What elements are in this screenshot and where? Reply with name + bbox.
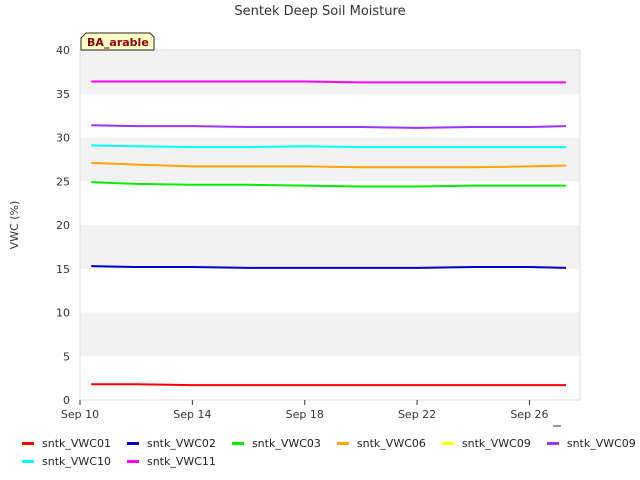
x-tick-label: Sep 26	[510, 408, 548, 421]
grid-band	[80, 356, 580, 400]
legend-swatch	[126, 441, 139, 445]
annotation-box: BA_arable	[80, 32, 155, 51]
legend-item: sntk_VWC11	[126, 454, 216, 468]
y-tick-label: 0	[63, 394, 70, 407]
legend-item: sntk_VWC09	[441, 436, 531, 450]
y-axis: 0 5 10 15 20 25 30 35 40	[56, 44, 70, 407]
legend-label: sntk_VWC03	[251, 436, 321, 450]
x-tick-label: Sep 14	[173, 408, 211, 421]
y-tick-label: 30	[56, 132, 70, 145]
x-tick-label: Sep 10	[61, 408, 99, 421]
grid-band	[80, 312, 580, 357]
legend-item: sntk_VWC09	[546, 436, 636, 450]
legend-item: sntk_VWC06	[336, 436, 426, 450]
legend-label: sntk_VWC09	[566, 436, 636, 450]
series-line-sntk_vwc11	[91, 80, 566, 84]
legend-swatch	[231, 441, 244, 445]
legend-label: sntk_VWC11	[146, 454, 216, 468]
legend-swatch	[441, 441, 454, 445]
x-tick-label: Sep 22	[398, 408, 436, 421]
legend-item: sntk_VWC03	[231, 436, 321, 450]
legend-row: sntk_VWC10 sntk_VWC11	[22, 452, 632, 470]
legend-swatch	[126, 459, 139, 463]
grid-band	[80, 137, 580, 182]
series-line-sntk_vwc10	[91, 144, 566, 149]
y-tick-label: 40	[56, 44, 70, 57]
plot-area-border	[79, 49, 581, 401]
legend-item: sntk_VWC02	[126, 436, 216, 450]
legend-label: sntk_VWC01	[42, 436, 111, 450]
series-group	[91, 80, 567, 387]
series-line-sntk_vwc02	[91, 265, 567, 269]
chart-title: Sentek Deep Soil Moisture	[234, 4, 405, 19]
grid-band	[80, 268, 580, 313]
grid-band	[80, 93, 580, 138]
y-tick-label: 10	[56, 307, 70, 320]
legend-label: sntk_VWC10	[42, 454, 111, 468]
y-tick-label: 5	[63, 350, 70, 363]
x-axis: Sep 10 Sep 14 Sep 18 Sep 22 Sep 26	[61, 400, 549, 421]
y-axis-label: VWC (%)	[8, 201, 21, 250]
annotation-label: BA_arable	[87, 36, 149, 49]
grid-band	[80, 181, 580, 225]
grid-band	[80, 225, 580, 269]
y-tick-label: 25	[56, 175, 70, 188]
legend-swatch	[546, 441, 559, 445]
series-line-sntk_vwc06	[91, 161, 567, 169]
legend-item: sntk_VWC10	[22, 455, 111, 468]
legend-row: sntk_VWC01 sntk_VWC02 sntk_VWC03 sntk_VWC06…	[22, 434, 636, 452]
legend-swatch	[336, 441, 349, 445]
series-line-sntk_vwc03	[91, 181, 566, 188]
series-line-sntk_vwc01	[91, 383, 566, 387]
series-line-sntk_vwc09	[91, 124, 567, 129]
legend: sntk_VWC01 sntk_VWC02 sntk_VWC03 sntk_VWC06…	[22, 434, 636, 470]
legend-swatch	[22, 459, 34, 463]
legend-label: sntk_VWC06	[356, 436, 426, 450]
legend-item: sntk_VWC01	[22, 437, 111, 450]
legend-label: sntk_VWC09	[461, 436, 531, 450]
legend-swatch	[22, 441, 34, 445]
y-tick-label: 35	[56, 88, 70, 101]
grid-bands	[80, 50, 580, 400]
y-tick-label: 15	[56, 263, 70, 276]
legend-label: sntk_VWC02	[146, 436, 216, 450]
y-tick-label: 20	[56, 219, 70, 232]
grid-band	[80, 50, 580, 94]
x-tick-label: Sep 18	[286, 408, 324, 421]
